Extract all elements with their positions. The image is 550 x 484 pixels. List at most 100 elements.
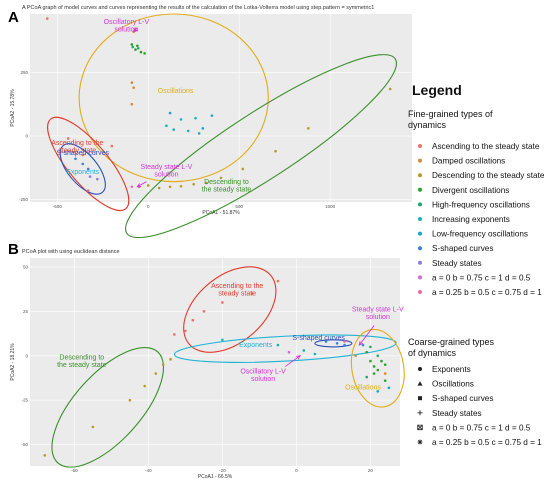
legend-item-label: Increasing exponents bbox=[432, 215, 510, 224]
data-point bbox=[383, 372, 387, 375]
x-axis-label: PCoA1 - 51.87% bbox=[202, 210, 240, 216]
data-point bbox=[173, 333, 176, 336]
data-point bbox=[201, 127, 205, 130]
legend-subtitle: Coarse-grained types bbox=[408, 337, 495, 347]
data-point bbox=[184, 329, 187, 333]
data-point bbox=[343, 343, 346, 347]
data-point bbox=[134, 48, 137, 51]
panel-letter: B bbox=[8, 241, 19, 258]
y-tick-label: 250 bbox=[20, 70, 28, 75]
data-point bbox=[130, 43, 134, 46]
arrow-head bbox=[296, 355, 301, 360]
data-point bbox=[130, 185, 134, 189]
x-tick-label: 1000 bbox=[325, 204, 336, 209]
legend-item-label: Divergent oscillations bbox=[432, 186, 509, 195]
data-point bbox=[74, 157, 77, 161]
legend-swatch bbox=[418, 246, 422, 251]
data-point bbox=[307, 127, 310, 130]
data-point bbox=[168, 185, 172, 189]
annotation-label: Oscillatory L-V bbox=[104, 19, 150, 26]
annotation-label: Steady state L-V bbox=[141, 164, 193, 171]
legend-swatch bbox=[418, 275, 422, 280]
data-point bbox=[96, 177, 99, 181]
data-point bbox=[136, 44, 139, 48]
legend-swatch bbox=[418, 202, 422, 207]
annotation-label: Descending to bbox=[59, 354, 104, 361]
y-tick-label: 0 bbox=[25, 353, 28, 358]
legend-item-label: Exponents bbox=[432, 365, 471, 374]
data-point bbox=[179, 118, 183, 121]
x-tick-label: -20 bbox=[219, 468, 226, 473]
annotation-label: Steady state L-V bbox=[352, 306, 404, 313]
legend-item-label: High-frequency oscillations bbox=[432, 200, 530, 209]
annotation-label: solution bbox=[366, 314, 390, 321]
cluster-ellipse bbox=[47, 116, 130, 212]
y-axis-label: PCoA2 - 18.21% bbox=[10, 343, 16, 381]
legend-item-label: a = 0 b = 0.75 c = 1 d = 0.5 bbox=[432, 273, 531, 282]
legend-symbol-square bbox=[418, 396, 422, 401]
data-point bbox=[130, 102, 134, 106]
x-tick-label: -60 bbox=[71, 468, 78, 473]
y-tick-label: 0 bbox=[25, 133, 28, 138]
legend-item-label: a = 0.25 b = 0.5 c = 0.75 d = 1 bbox=[432, 438, 542, 447]
data-point bbox=[130, 81, 134, 84]
data-point bbox=[132, 86, 135, 89]
annotation-label: solution bbox=[251, 376, 275, 383]
data-point bbox=[192, 182, 196, 186]
arrow-head bbox=[136, 183, 142, 188]
x-tick-label: -500 bbox=[53, 204, 63, 209]
data-point bbox=[179, 184, 183, 188]
data-point bbox=[157, 186, 161, 190]
data-point bbox=[302, 349, 306, 352]
data-point bbox=[197, 132, 201, 135]
cluster-ellipse bbox=[173, 334, 397, 363]
annotation-label: steady state bbox=[218, 291, 256, 298]
panel-A: AA PCoA graph of model curves and curves… bbox=[8, 5, 412, 239]
annotation-label: S-shaped curves bbox=[292, 335, 345, 342]
data-point bbox=[146, 184, 150, 187]
legend-symbol-plus bbox=[417, 410, 423, 416]
data-point bbox=[372, 365, 376, 368]
y-tick-label: 25 bbox=[23, 309, 29, 314]
data-point bbox=[194, 116, 197, 120]
data-point bbox=[88, 175, 92, 178]
legend-symbol-asterisk bbox=[417, 439, 423, 445]
legend-item-label: S-shaped curves bbox=[432, 394, 493, 403]
data-point bbox=[66, 137, 70, 140]
data-point bbox=[110, 144, 114, 148]
data-point bbox=[154, 372, 158, 375]
data-point bbox=[313, 352, 317, 356]
cluster-ellipse bbox=[51, 346, 165, 468]
data-point bbox=[168, 111, 172, 115]
arrow-head bbox=[132, 27, 138, 32]
annotation-arrow bbox=[137, 181, 147, 188]
annotation-label: Oscillations bbox=[158, 88, 194, 95]
data-point bbox=[172, 128, 176, 131]
data-point bbox=[202, 310, 206, 313]
data-point bbox=[128, 398, 132, 402]
legend-title: Legend bbox=[412, 82, 462, 98]
legend-swatch bbox=[418, 260, 422, 265]
legend-symbol-circle bbox=[418, 367, 422, 371]
legend-item-label: Steady states bbox=[432, 259, 482, 268]
legend-swatch bbox=[418, 290, 422, 294]
data-point bbox=[361, 343, 365, 347]
data-point bbox=[186, 129, 190, 133]
legend-item-label: Steady states bbox=[432, 409, 482, 418]
legend-subtitle: of dynamics bbox=[408, 348, 457, 358]
data-point bbox=[205, 181, 208, 185]
data-point bbox=[387, 386, 391, 390]
data-point bbox=[250, 292, 254, 295]
chart-title: PCoA plot with using euclidean distance bbox=[22, 249, 120, 255]
annotation-label: Exponents bbox=[66, 169, 100, 176]
data-point bbox=[376, 354, 380, 358]
data-point bbox=[354, 354, 357, 358]
data-point bbox=[136, 46, 140, 50]
data-point bbox=[388, 87, 392, 91]
data-point bbox=[276, 279, 280, 283]
cluster-ellipse bbox=[59, 143, 106, 195]
data-point bbox=[210, 114, 214, 117]
data-point bbox=[383, 379, 387, 382]
y-axis-label: PCoA2 - 15.78% bbox=[10, 89, 16, 127]
